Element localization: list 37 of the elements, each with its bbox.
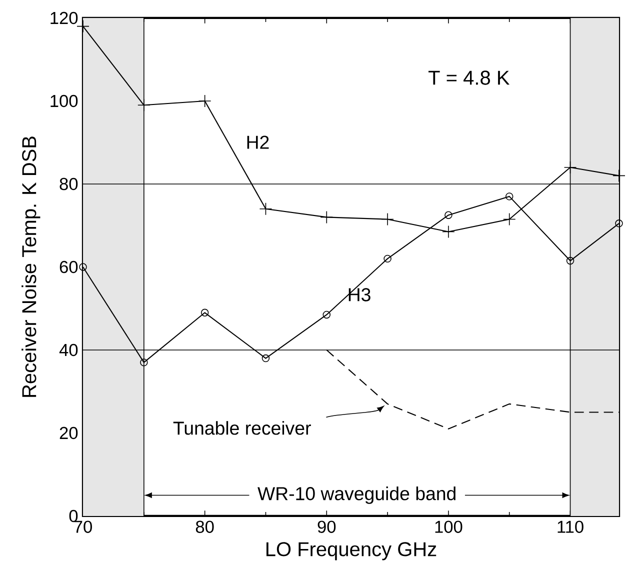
point (140, 358, 148, 366)
x-tick-label: 110 (558, 520, 584, 533)
y-tick-label: 20 (60, 426, 78, 440)
y-axis-title: Receiver Noise Temp. K DSB (22, 136, 40, 397)
point (198, 94, 212, 108)
x-tick-label: 70 (74, 520, 92, 533)
y-tick-label: 40 (59, 344, 78, 356)
annotation: WR-10 waveguide band (258, 486, 456, 504)
x-axis-title: LO Frequency GHz (266, 542, 436, 560)
x-tick-label: 90 (318, 520, 336, 533)
point (320, 210, 334, 224)
point (564, 160, 577, 174)
point (259, 202, 272, 216)
point (381, 212, 394, 226)
y-tick-label: 120 (50, 12, 78, 24)
point (444, 211, 452, 219)
text: Tunable receiver (173, 421, 311, 435)
point (384, 254, 392, 263)
point (200, 308, 209, 317)
y-tick-label: 80 (60, 178, 78, 190)
point (76, 20, 90, 33)
series-label: H2 (247, 136, 269, 149)
point (502, 212, 516, 226)
x-tick-label: 100 (435, 520, 462, 533)
point (262, 354, 270, 362)
annotation: T = 4.8 K (428, 70, 510, 85)
y-tick-label: 60 (60, 260, 78, 274)
x-tick-label: 80 (196, 520, 214, 533)
point (79, 263, 87, 271)
point (442, 225, 455, 238)
point (322, 310, 330, 319)
point (615, 220, 623, 228)
y-tick-label: 0 (69, 510, 78, 522)
y-tick-label: 100 (50, 94, 78, 108)
point (566, 256, 574, 265)
series-label: H3 (348, 288, 370, 302)
point (505, 192, 514, 200)
